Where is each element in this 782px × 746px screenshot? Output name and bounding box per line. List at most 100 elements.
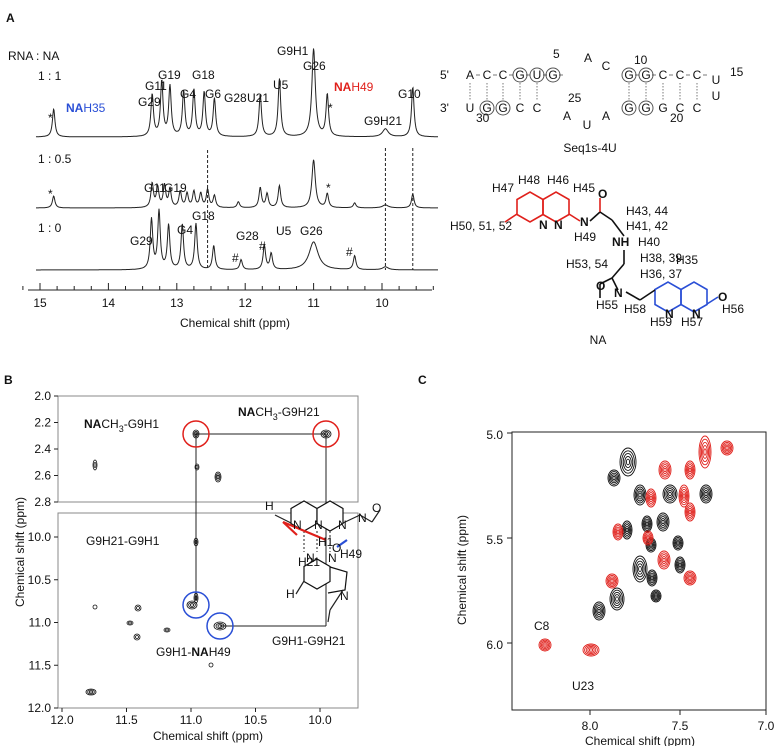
contour	[657, 550, 671, 570]
contour	[194, 463, 200, 471]
contour	[663, 467, 667, 473]
nucleotide-circle	[621, 100, 637, 116]
peak-label: G4	[177, 223, 193, 237]
contour	[684, 460, 696, 480]
ratio-label: 1 : 1	[38, 69, 62, 83]
contour	[621, 450, 635, 474]
sequence-name: Seq1s-4U	[563, 141, 616, 155]
plot-frame	[57, 512, 359, 709]
label-part: H35	[83, 101, 105, 115]
peak-label: G29	[130, 234, 153, 248]
nucleotide-circle	[479, 100, 495, 116]
contour	[668, 491, 672, 497]
star-mark: *	[326, 181, 331, 195]
peak-label: U21	[247, 91, 269, 105]
contour	[539, 639, 551, 651]
y-axis-label: Chemical shift (ppm)	[13, 497, 27, 607]
nucleotide: C	[499, 68, 508, 82]
x-tick-label: 7.5	[672, 719, 689, 733]
nucleotide: U	[533, 68, 542, 82]
contour	[659, 554, 669, 566]
contour	[666, 489, 674, 499]
x-tick-label: 12	[239, 296, 253, 310]
y-tick-label: 11.0	[29, 616, 52, 630]
highlight-circle	[312, 420, 340, 448]
star-mark: *	[328, 101, 333, 115]
contour	[659, 462, 671, 478]
peak-label: NAH35	[66, 101, 106, 115]
contour	[134, 604, 142, 612]
peak-label: G11	[144, 181, 166, 195]
spectrum-trace	[35, 48, 438, 138]
contour	[624, 525, 630, 535]
contour	[126, 620, 134, 626]
contour	[656, 512, 670, 532]
bond	[371, 509, 381, 523]
y-tick-label: 2.6	[34, 469, 51, 483]
bond	[329, 589, 344, 611]
contour	[614, 526, 622, 538]
ratio-label: 1 : 0.5	[38, 152, 72, 166]
contour	[687, 574, 693, 582]
atom-label: H48	[518, 173, 540, 187]
y-tick-label: 12.0	[28, 701, 52, 715]
contour	[684, 502, 696, 522]
bond	[504, 213, 518, 223]
x-tick-label: 8.0	[582, 719, 599, 733]
ring	[327, 566, 348, 594]
contour	[658, 516, 668, 528]
contour	[654, 594, 658, 598]
contour	[623, 524, 631, 536]
contour	[643, 531, 653, 545]
contour	[633, 558, 647, 580]
star-mark: *	[48, 111, 53, 125]
contour	[686, 506, 694, 518]
contour	[592, 601, 606, 621]
contour	[700, 486, 712, 502]
plot-frame	[511, 431, 767, 711]
x-tick-label: 7.0	[758, 719, 775, 733]
contour	[613, 525, 623, 539]
bond	[274, 514, 292, 524]
contour	[660, 517, 666, 527]
nucleotide: C	[693, 68, 702, 82]
contour	[648, 572, 656, 584]
y-tick-label: 2.2	[34, 416, 51, 430]
spectrum-trace	[36, 208, 438, 271]
contour	[609, 587, 625, 611]
contour	[702, 445, 708, 459]
label-part: CH	[255, 405, 272, 419]
peak-label: G29	[138, 95, 161, 109]
nucleotide: G	[515, 68, 524, 82]
contour	[186, 600, 198, 610]
bond	[611, 219, 625, 237]
hash-mark: #	[232, 251, 239, 265]
atom: N	[580, 215, 589, 229]
contour	[633, 484, 647, 506]
contour	[607, 469, 621, 487]
position-number: 10	[634, 53, 648, 67]
contour	[645, 534, 651, 542]
contour	[653, 593, 659, 599]
contour	[688, 467, 692, 473]
contour	[683, 570, 697, 586]
contour	[584, 644, 598, 656]
contour	[663, 486, 677, 502]
contour	[662, 484, 678, 504]
contour	[678, 484, 690, 508]
noe-arrow	[336, 539, 348, 548]
contour	[721, 441, 733, 455]
atom: N	[554, 218, 563, 232]
label-part: NA	[66, 101, 84, 115]
peak-label: G9H1	[277, 44, 309, 58]
nucleotide: U	[712, 73, 721, 87]
nucleotide: G	[548, 68, 557, 82]
contour	[93, 462, 97, 468]
atom-label: H55	[596, 298, 618, 312]
highlight-circle	[182, 420, 210, 448]
contour	[637, 490, 643, 500]
label: 3'	[440, 101, 449, 115]
nucleotide: C	[676, 68, 685, 82]
contour	[615, 528, 621, 536]
contour	[680, 488, 688, 504]
